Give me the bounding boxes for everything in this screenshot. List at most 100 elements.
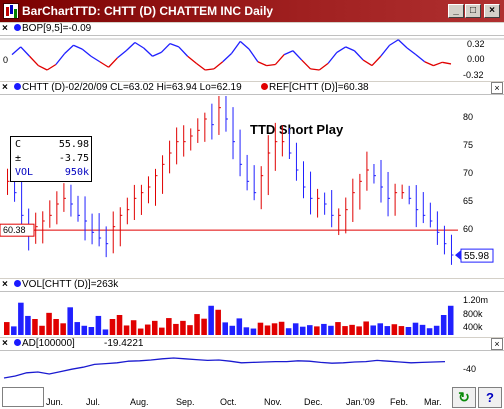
bop-segment [362, 59, 373, 67]
bop-segment [371, 55, 382, 67]
price-series-dot-icon [14, 83, 21, 90]
bop-pane: × BOP[9,5]=-0.09 0 0.32 0.00 -0.32 [0, 23, 504, 81]
volume-bars [4, 302, 454, 335]
refresh-button[interactable]: ↻ [452, 387, 476, 408]
volume-bar [180, 320, 186, 335]
price-pane-close-icon[interactable]: × [2, 82, 8, 93]
bop-zero-tag: 0 [3, 55, 8, 65]
reference-tag-text: 60.38 [3, 225, 26, 235]
help-button[interactable]: ? [478, 387, 502, 408]
volume-bar [74, 322, 81, 335]
volume-bar [370, 325, 376, 335]
volume-chart[interactable]: 1.20m 800k 400k [0, 293, 504, 337]
volume-bar [60, 323, 66, 335]
bop-segment [205, 68, 215, 71]
bop-ytick-3: -0.32 [463, 70, 484, 80]
volume-bar [18, 302, 24, 335]
bop-segment [257, 61, 267, 67]
bop-segment [143, 47, 153, 57]
price-pane-header: × CHTT (D)-02/20/09 CL=63.02 Hi=63.94 Lo… [0, 82, 504, 95]
bop-segment [46, 63, 57, 71]
volume-bar [151, 320, 158, 335]
volume-bar [130, 320, 137, 335]
volume-bar [440, 315, 447, 335]
volume-bar [39, 325, 45, 335]
last-price-tag: 55.98 [455, 248, 494, 263]
bop-segment [389, 39, 399, 46]
bop-segment [160, 43, 171, 53]
volume-bar [285, 328, 292, 335]
minimize-button[interactable]: _ [448, 4, 464, 18]
maximize-button[interactable]: □ [465, 4, 481, 18]
bop-segment [266, 63, 276, 67]
volume-bar [46, 312, 52, 335]
ad-pane-close-button[interactable]: × [491, 338, 503, 350]
volume-bar [102, 329, 109, 335]
bop-segment [169, 42, 180, 48]
volume-bar [187, 325, 193, 335]
xaxis-label-dec: Dec. [304, 397, 323, 407]
bop-segment [195, 62, 206, 71]
price-info-box: C 55.98 ± -3.75 VOL 950k [10, 136, 92, 182]
bop-segment [310, 68, 320, 71]
volume-bar [166, 318, 172, 335]
volume-bar [321, 323, 327, 335]
bop-segment [187, 55, 197, 64]
volume-readout: VOL[CHTT (D)]=263k [22, 279, 119, 290]
bop-segment [248, 48, 259, 63]
ad-pane-header: × AD[100000] -19.4221 × [0, 338, 504, 351]
bop-segment [397, 39, 408, 49]
bop-segment [73, 44, 83, 50]
volume-pane-close-icon[interactable]: × [2, 279, 8, 290]
volume-bar [95, 315, 102, 335]
bop-ytick-1: 0.32 [467, 39, 485, 49]
window-titlebar: BarChartTTD: CHTT (D) CHATTEM INC Daily … [0, 0, 504, 22]
volume-bar [67, 307, 73, 335]
xaxis-label-mar: Mar. [424, 397, 442, 407]
price-ytick-60: 60 [463, 224, 473, 234]
volume-bar [257, 322, 264, 335]
price-chart[interactable]: TTD Short Play 80 75 70 65 60 55 60.38 5… [0, 96, 504, 278]
volume-bar [81, 325, 88, 335]
volume-bar [356, 326, 362, 335]
price-ytick-70: 70 [463, 168, 473, 178]
bop-indicator-chart[interactable]: 0 0.32 0.00 -0.32 [0, 37, 504, 81]
volume-pane-header: × VOL[CHTT (D)]=263k [0, 279, 504, 292]
ad-indicator-chart[interactable]: -40 [0, 352, 504, 386]
volume-bar [11, 326, 17, 335]
bop-segment [380, 44, 391, 57]
price-y-axis: 80 75 70 65 60 55 [463, 112, 473, 262]
window-title: BarChartTTD: CHTT (D) CHATTEM INC Daily [22, 4, 274, 18]
bop-segment [108, 57, 118, 68]
bop-segment [213, 61, 224, 70]
chart-scroll-box[interactable] [2, 387, 44, 407]
bop-segment [222, 53, 232, 63]
volume-bar [236, 318, 243, 335]
bop-segment [81, 48, 92, 57]
volume-bar [335, 322, 341, 335]
price-ytick-80: 80 [463, 112, 473, 122]
volume-bar [412, 322, 419, 335]
ad-pane-close-icon[interactable]: × [2, 338, 8, 349]
barchart-app-icon [3, 3, 19, 19]
volume-bar [271, 323, 278, 335]
bop-pane-close-icon[interactable]: × [2, 23, 8, 34]
bop-segment [20, 46, 31, 57]
bop-segment [152, 51, 162, 57]
volume-bar [88, 327, 95, 335]
volume-bar [292, 323, 299, 335]
close-button[interactable]: × [484, 4, 500, 18]
volume-bar [363, 321, 369, 335]
bop-segment [99, 61, 109, 68]
volume-bar [405, 327, 412, 335]
bop-segment [292, 50, 303, 61]
volume-bar [116, 315, 123, 335]
xaxis-label-feb: Feb. [390, 397, 409, 407]
price-pane-close-button[interactable]: × [491, 82, 503, 94]
xaxis-label-aug: Aug. [130, 397, 149, 407]
bop-line [11, 39, 452, 71]
ad-ytick: -40 [463, 364, 476, 374]
bop-segment [116, 50, 127, 59]
info-volume-value: 950k [64, 167, 89, 178]
info-volume-label: VOL [15, 167, 34, 178]
